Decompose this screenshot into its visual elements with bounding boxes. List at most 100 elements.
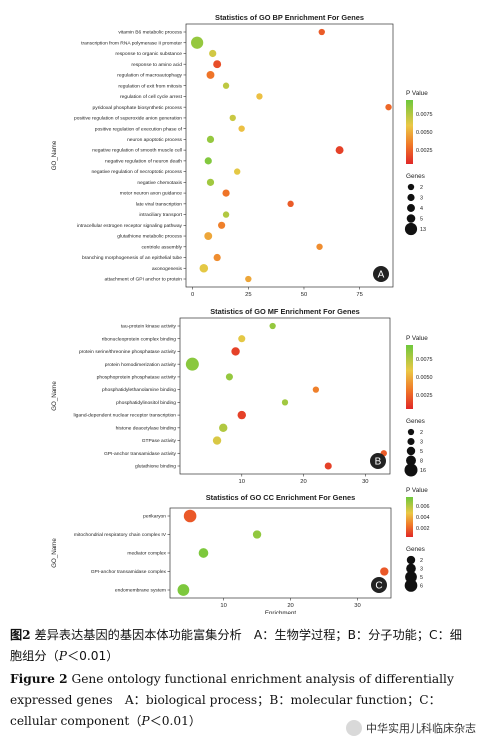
size-legend-dot [406,455,416,466]
data-point [318,28,325,36]
size-legend-dot [406,563,416,574]
y-tick-label: negative regulation of smooth muscle cel… [92,148,182,154]
chart-title: Statistics of GO BP Enrichment For Genes [215,13,364,22]
y-tick-label: transcription from RNA polymerase II pro… [81,40,182,46]
data-point [185,357,199,371]
y-tick-label: ribonucleoprotein complex binding [102,336,177,342]
data-point [385,103,392,111]
y-tick-label: mitochondrial respiratory chain complex … [74,532,167,538]
panel-label-badge [370,453,386,469]
y-tick-label: tau-protein kinase activity [121,324,177,330]
y-tick-label: regulation of exit from mitosis [118,83,182,89]
size-legend-dot [407,437,415,446]
data-point [324,462,332,470]
wechat-icon [346,720,362,736]
y-tick-label: pyridoxal phosphate biosynthetic process [93,105,183,111]
go-cc-chart: Statistics of GO CC Enrichment For Genes… [51,487,430,614]
data-point [213,60,222,69]
panel-label: B [375,457,382,468]
y-tick-label: protein serine/threonine phosphatase act… [79,349,177,355]
size-legend-dot [406,446,416,456]
size-legend-title: Genes [406,418,425,425]
color-legend-tick: 0.0050 [416,375,433,381]
color-legend-tick: 0.0025 [416,148,433,154]
size-legend-title: Genes [406,546,425,553]
y-tick-label: GPI-anchor transamidase activity [104,451,177,457]
data-point [222,82,230,89]
y-tick-label: histone deacetylase binding [116,425,177,431]
data-point [316,243,323,250]
x-tick-label: 0 [191,292,194,296]
y-tick-label: regulation of cell cycle arrest [120,94,183,100]
size-legend-value: 5 [420,217,423,223]
size-legend-value: 3 [420,440,423,446]
size-legend-dot [407,204,415,212]
size-legend-value: 3 [420,567,423,573]
data-point [312,386,320,393]
data-point [380,567,389,576]
y-axis-label: GO_Name [51,140,58,170]
x-tick-label: 30 [362,479,368,485]
y-tick-label: attachment of GPI anchor to protein [105,277,183,283]
color-legend-bar [406,100,413,164]
y-tick-label: positive regulation of execution phase o… [95,126,183,132]
size-legend-value: 16 [420,468,426,474]
color-legend-bar [406,497,413,537]
y-tick-label: neuron apoptotic process [127,137,182,143]
size-legend-dot [404,222,418,236]
data-point [238,125,245,132]
y-tick-label: protein homodimerization activity [105,362,177,368]
size-legend-dot [407,428,415,436]
chart-title: Statistics of GO MF Enrichment For Genes [210,307,359,316]
go-bp-chart: Statistics of GO BP Enrichment For Genes… [51,13,433,296]
data-point [252,530,262,539]
data-point [209,49,217,58]
y-tick-label: glutathione binding [135,464,176,470]
y-tick-label: intracellular estrogen receptor signalin… [77,223,182,229]
color-legend-title: P Value [406,335,428,342]
y-tick-label: late viral transcription [136,201,182,207]
panel-label: C [375,581,382,592]
caption-chinese: 图2 差异表达基因的基因本体功能富集分析 A：生物学过程；B：分子功能；C：细胞… [10,625,474,667]
color-legend-title: P Value [406,90,428,97]
watermark-text: 中华实用儿科临床杂志 [366,722,476,735]
caption-cn-end: ＜0.01） [66,649,119,663]
y-tick-label: perikaryon [143,514,166,520]
y-tick-label: response to amino acid [131,62,182,68]
x-tick-label: 25 [245,292,251,296]
data-point [204,157,212,165]
y-tick-label: negative chemotaxis [137,180,182,186]
caption-cn-p: P [58,649,67,663]
y-tick-label: phosphatidylethanolamine binding [102,387,176,393]
data-point [237,410,246,420]
data-point [206,135,215,143]
y-tick-label: regulation of macroautophagy [117,73,182,79]
data-point [177,584,190,596]
y-tick-label: vitamin B6 metabolic process [118,30,182,36]
y-tick-label: intraciliary transport [139,212,182,218]
y-tick-label: endomembrane system [115,588,166,594]
y-tick-label: negative regulation of neuron death [105,158,182,164]
y-tick-label: phosphatidylinositol binding [116,400,176,406]
caption-en-label: Figure 2 [10,672,68,686]
x-tick-label: 20 [300,479,306,485]
color-legend-tick: 0.0050 [416,130,433,136]
data-point [206,70,215,79]
color-legend-tick: 0.004 [416,515,430,521]
chart-title: Statistics of GO CC Enrichment For Genes [206,493,355,502]
size-legend-value: 8 [420,459,423,465]
size-legend-dot [407,193,415,202]
y-axis-label: GO_Name [51,381,58,411]
size-legend-value: 5 [420,449,423,455]
data-point [191,36,204,49]
figure-caption: 图2 差异表达基因的基因本体功能富集分析 A：生物学过程；B：分子功能；C：细胞… [10,625,474,732]
y-tick-label: motor neuron axon guidance [120,191,183,197]
data-point [218,221,226,229]
data-point [183,509,197,523]
size-legend-dot [404,463,418,477]
data-point [229,114,236,122]
data-point [231,347,240,356]
go-mf-chart: Statistics of GO MF Enrichment For Genes… [51,307,433,485]
size-legend-value: 5 [420,575,423,581]
size-legend-value: 6 [420,584,423,590]
